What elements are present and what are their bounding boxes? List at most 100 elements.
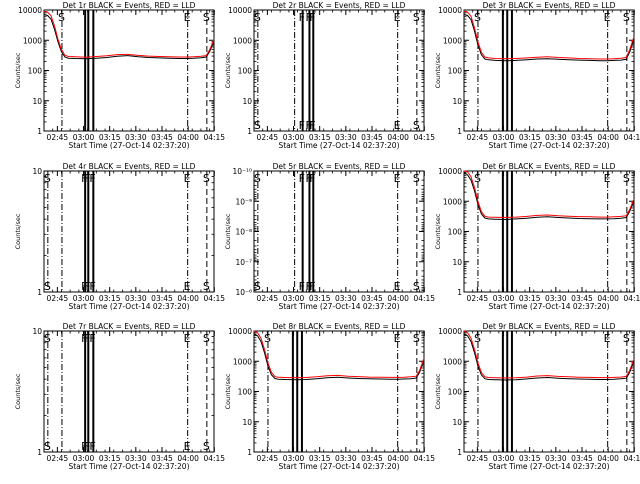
y-tick-label: 10: [242, 97, 252, 106]
detector-panel: Det 3r BLACK = Events, RED = LLD 1 10 100 10…: [434, 1, 640, 150]
event-marker-label: S: [254, 11, 261, 24]
event-marker-label: E: [604, 11, 611, 24]
x-tick-label: 03:00: [73, 133, 95, 142]
y-tick-label: 10⁻⁸: [235, 228, 252, 237]
event-marker-label: S: [623, 11, 630, 24]
plot-frame: [463, 9, 635, 132]
event-marker-label: F: [81, 332, 87, 345]
x-tick-label: 04:15: [623, 133, 640, 142]
event-marker-label: S: [413, 332, 420, 345]
detector-panel: Det 8r BLACK = Events, RED = LLD 1 10 100 10…: [224, 322, 435, 471]
y-tick-label: 1000: [233, 36, 252, 45]
events-series-line: [463, 333, 635, 381]
x-tick-label: 03:15: [309, 294, 331, 303]
x-tick-label: 04:00: [387, 133, 409, 142]
detector-panel: Det 6r BLACK = Events, RED = LLD 1 10 100 10…: [434, 162, 640, 311]
x-tick-label: 03:15: [519, 133, 541, 142]
event-marker-label: F: [84, 172, 90, 185]
x-tick-label: 03:30: [545, 454, 567, 463]
event-marker-label: S: [474, 172, 481, 185]
x-tick-label: 03:00: [283, 294, 305, 303]
y-tick-label: 10: [32, 327, 42, 336]
event-marker-label: F: [84, 332, 90, 345]
x-axis-label: Start Time (27-Oct-14 02:37:20): [278, 302, 399, 311]
x-tick-label: 02:45: [257, 454, 279, 463]
x-tick-label: 03:15: [309, 133, 331, 142]
x-tick-label: 03:15: [519, 454, 541, 463]
x-axis-label: Start Time (27-Oct-14 02:37:20): [68, 462, 189, 471]
detector-panel: Det 1r BLACK = Events, RED = LLD 1 10 100 10…: [14, 1, 225, 150]
x-tick-label: 03:45: [361, 294, 383, 303]
y-tick-label: 10: [32, 97, 42, 106]
x-axis-label: Start Time (27-Oct-14 02:37:20): [68, 141, 189, 150]
event-marker-label: F: [309, 119, 315, 132]
x-axis-label: Start Time (27-Oct-14 02:37:20): [488, 302, 609, 311]
event-marker-label: S: [474, 11, 481, 24]
events-series-line: [463, 171, 635, 221]
y-tick-label: 1: [37, 448, 42, 457]
plot-frame: [253, 170, 425, 293]
event-marker-label: S: [413, 172, 420, 185]
event-marker-label: F: [309, 172, 315, 185]
y-tick-label: 10⁻⁶: [235, 288, 252, 297]
panel-title: Det 2r BLACK = Events, RED = LLD: [273, 1, 406, 10]
lld-series-line: [43, 10, 215, 58]
x-tick-label: 02:45: [257, 133, 279, 142]
y-tick-label: 10: [242, 418, 252, 427]
panel-title: Det 6r BLACK = Events, RED = LLD: [483, 162, 616, 171]
detector-panel: Det 2r BLACK = Events, RED = LLD 1 10 100 10…: [224, 1, 435, 150]
y-tick-label: 10: [452, 418, 462, 427]
x-axis-label: Start Time (27-Oct-14 02:37:20): [488, 462, 609, 471]
lld-series-line: [463, 10, 635, 60]
x-tick-label: 03:00: [73, 294, 95, 303]
x-tick-label: 02:45: [257, 294, 279, 303]
y-tick-label: 10⁻¹⁰: [232, 167, 252, 176]
x-axis-label: Start Time (27-Oct-14 02:37:20): [488, 141, 609, 150]
x-tick-label: 03:45: [151, 133, 173, 142]
event-marker-label: E: [604, 172, 611, 185]
event-marker-label: F: [309, 280, 315, 293]
event-marker-label: S: [44, 332, 51, 345]
y-tick-label: 100: [238, 388, 253, 397]
x-tick-label: 03:30: [125, 294, 147, 303]
y-axis-label: Counts/sec: [434, 52, 442, 88]
x-tick-label: 04:00: [597, 133, 619, 142]
y-tick-label: 1: [457, 127, 462, 136]
y-tick-label: 100: [238, 67, 253, 76]
panel-title: Det 1r BLACK = Events, RED = LLD: [63, 1, 196, 10]
event-marker-label: S: [413, 119, 420, 132]
event-marker-label: F: [89, 440, 95, 453]
x-tick-label: 03:45: [571, 133, 593, 142]
panel-title: Det 3r BLACK = Events, RED = LLD: [483, 1, 616, 10]
x-tick-label: 02:45: [467, 294, 489, 303]
x-tick-label: 03:45: [571, 454, 593, 463]
event-marker-label: E: [184, 332, 191, 345]
event-marker-label: S: [254, 119, 261, 132]
x-tick-label: 03:45: [151, 454, 173, 463]
y-tick-label: 1: [37, 288, 42, 297]
x-tick-label: 03:45: [151, 294, 173, 303]
x-tick-label: 02:45: [467, 454, 489, 463]
events-series-line: [253, 333, 425, 381]
x-tick-label: 03:45: [361, 454, 383, 463]
event-marker-label: S: [413, 280, 420, 293]
x-tick-label: 03:15: [99, 294, 121, 303]
event-marker-label: S: [413, 11, 420, 24]
event-marker-label: S: [203, 332, 210, 345]
event-marker-label: S: [203, 11, 210, 24]
event-marker-label: F: [89, 280, 95, 293]
detector-panel: Det 5r BLACK = Events, RED = LLD 10⁻⁶ 10⁻⁷…: [224, 162, 435, 311]
y-tick-label: 10: [32, 167, 42, 176]
y-tick-label: 10: [452, 258, 462, 267]
x-tick-label: 03:15: [99, 133, 121, 142]
event-marker-label: F: [89, 332, 95, 345]
x-tick-label: 02:45: [47, 454, 69, 463]
event-marker-label: E: [394, 280, 401, 293]
x-tick-label: 03:00: [283, 133, 305, 142]
plot-frame: [463, 330, 635, 453]
x-tick-label: 04:00: [597, 294, 619, 303]
plot-frame: [43, 330, 215, 453]
panel-title: Det 7r BLACK = Events, RED = LLD: [63, 322, 196, 331]
x-tick-label: 03:45: [361, 133, 383, 142]
